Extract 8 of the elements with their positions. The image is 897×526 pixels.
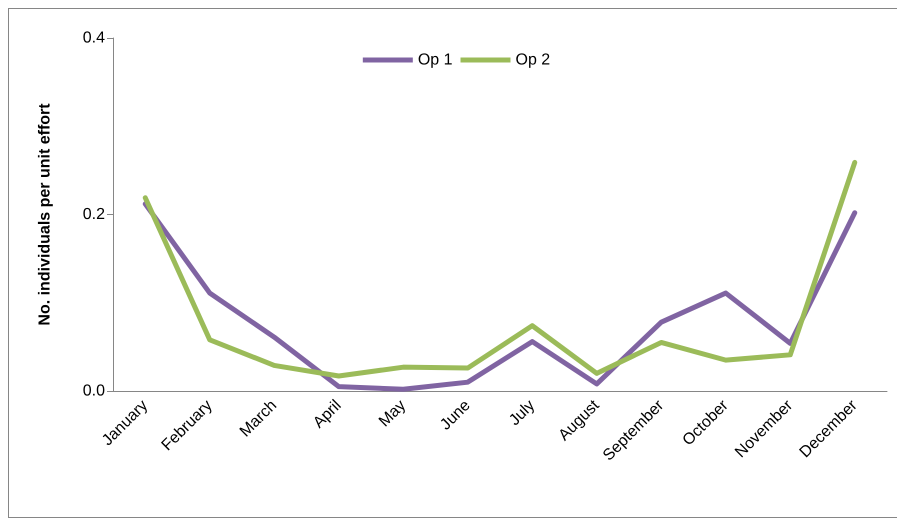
y-axis-title: No. individuals per unit effort	[36, 102, 54, 326]
y-tick-label: 0.0	[82, 382, 106, 400]
y-tick-label: 0.4	[82, 30, 106, 46]
x-tick-label: July	[506, 396, 538, 430]
legend-label: Op 1	[418, 52, 453, 68]
y-tick-label: 0.2	[82, 206, 106, 223]
x-tick-label: May	[376, 396, 410, 430]
legend-label: Op 2	[516, 52, 550, 68]
